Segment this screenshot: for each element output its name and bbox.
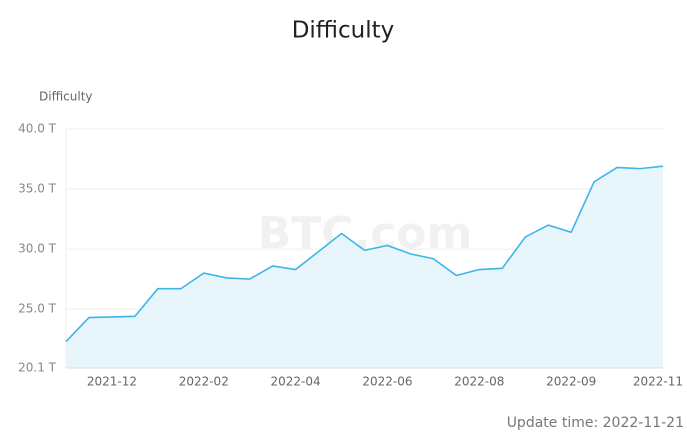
x-tick-label: 2022-04 bbox=[271, 375, 321, 389]
x-tick-label: 2022-06 bbox=[362, 375, 412, 389]
x-tick-label: 2022-02 bbox=[179, 375, 229, 389]
x-tick-label: 2022-08 bbox=[454, 375, 504, 389]
y-tick-label: 35.0 T bbox=[18, 182, 57, 196]
y-tick-label: 40.0 T bbox=[18, 122, 57, 136]
y-tick-label: 20.1 T bbox=[18, 361, 57, 375]
y-tick-label: 30.0 T bbox=[18, 242, 57, 256]
y-axis-label: Difficulty bbox=[39, 90, 93, 104]
area bbox=[66, 166, 663, 368]
y-tick-label: 25.0 T bbox=[18, 302, 57, 316]
line bbox=[65, 165, 664, 343]
x-tick-label: 2021-12 bbox=[87, 375, 137, 389]
x-tick-label: 2022-11 bbox=[633, 375, 683, 389]
x-tick-label: 2022-09 bbox=[546, 375, 596, 389]
update-time: Update time: 2022-11-21 bbox=[507, 415, 684, 431]
chart-title: Difficulty bbox=[292, 18, 395, 44]
